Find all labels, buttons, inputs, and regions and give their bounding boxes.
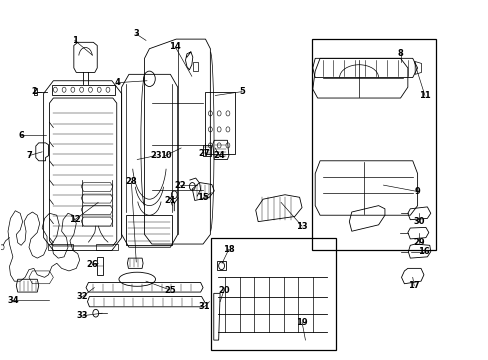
Text: 9: 9 [414,187,420,196]
Text: 4: 4 [115,78,121,87]
Text: 17: 17 [407,281,419,290]
Text: 10: 10 [160,151,171,160]
Text: 3: 3 [133,30,139,39]
Text: 11: 11 [418,91,430,100]
Text: 8: 8 [397,49,403,58]
Text: 21: 21 [164,196,176,205]
Text: 18: 18 [223,245,234,254]
Text: 19: 19 [296,318,307,327]
Text: 34: 34 [7,296,19,305]
Text: 7: 7 [26,151,32,160]
Text: 16: 16 [417,247,429,256]
Text: 25: 25 [164,285,176,294]
Text: 30: 30 [412,217,424,226]
Text: 15: 15 [197,193,208,202]
Text: 2: 2 [31,87,37,96]
Text: 28: 28 [125,177,137,186]
Text: 32: 32 [77,292,88,301]
Text: 31: 31 [198,302,210,311]
Text: 22: 22 [174,181,185,190]
Bar [204,92,234,154]
Text: 12: 12 [69,215,81,224]
Text: 29: 29 [412,238,424,247]
Bar [52,85,115,95]
Text: 20: 20 [218,285,229,294]
Text: 33: 33 [77,311,88,320]
Text: 26: 26 [86,260,98,269]
Text: 13: 13 [296,222,307,231]
Text: 27: 27 [198,149,210,158]
Bar [211,238,335,350]
Text: 23: 23 [150,151,161,160]
Bar [311,39,435,251]
Text: 14: 14 [169,42,181,51]
Text: 24: 24 [213,151,224,160]
Text: 1: 1 [72,36,78,45]
Bar [126,215,172,245]
Text: 6: 6 [18,131,24,140]
Text: 5: 5 [239,87,244,96]
